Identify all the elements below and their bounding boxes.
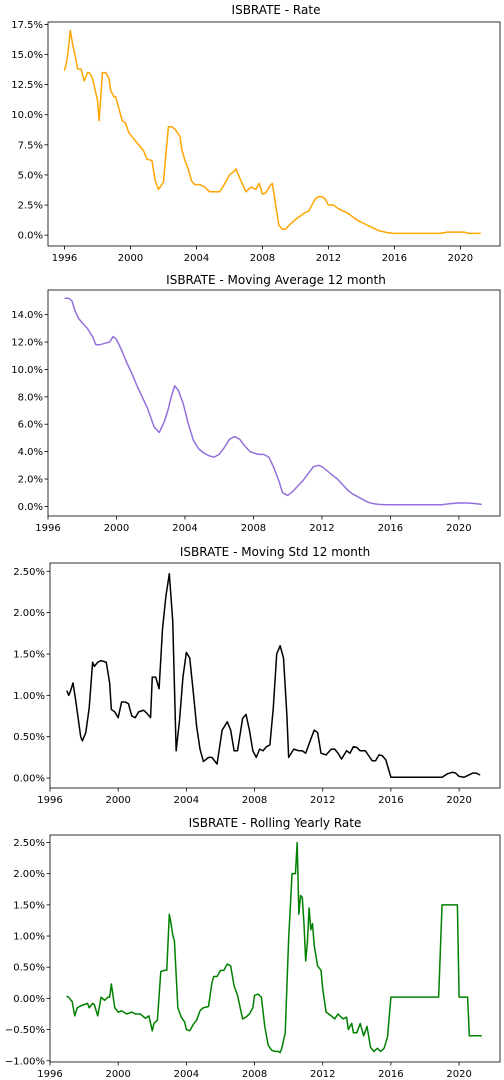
y-tick-label: 4.0% — [18, 447, 43, 458]
x-tick-label: 1996 — [37, 795, 62, 806]
y-tick-label: 5.0% — [18, 170, 43, 181]
y-tick-label: 7.5% — [18, 140, 43, 151]
x-tick-label: 2012 — [309, 523, 334, 534]
chart-title: ISBRATE - Moving Std 12 month — [180, 545, 370, 559]
x-tick-label: 2012 — [310, 1069, 335, 1080]
x-axis: 1996 2000 2004 2008 2012 2016 2020 — [37, 1062, 472, 1080]
x-tick-label: 2020 — [446, 1069, 471, 1080]
chart-rate: ISBRATE - Rate 0.0% 2.5% 5.0% 7.5% 10.0% 12.5… — [0, 0, 504, 270]
y-axis: 0.0% 2.0% 4.0% 6.0% 8.0% 10.0% 12.0% 14.0% — [11, 310, 48, 513]
series-line — [66, 841, 482, 1054]
chart-rolling-yearly: ISBRATE - Rolling Yearly Rate −1.00% −0.5… — [0, 810, 504, 1080]
x-tick-label: 2008 — [242, 795, 267, 806]
x-tick-label: 2000 — [105, 795, 130, 806]
x-tick-label: 1996 — [52, 253, 77, 264]
y-axis: 0.0% 2.5% 5.0% 7.5% 10.0% 12.5% 15.0% 17.5% — [11, 20, 48, 242]
chart-moving-std: ISBRATE - Moving Std 12 month 0.00% 0.50%… — [0, 540, 504, 810]
series-line — [64, 297, 482, 506]
y-tick-label: 2.00% — [13, 608, 45, 619]
chart-title: ISBRATE - Moving Average 12 month — [166, 273, 386, 287]
chart-title: ISBRATE - Rate — [232, 3, 321, 17]
y-tick-label: 8.0% — [18, 392, 43, 403]
chart-rolling-yearly-svg: ISBRATE - Rolling Yearly Rate −1.00% −0.5… — [5, 816, 501, 1080]
x-tick-label: 2012 — [316, 253, 341, 264]
x-tick-label: 2008 — [250, 253, 275, 264]
y-tick-label: 12.5% — [11, 80, 43, 91]
y-tick-label: 10.0% — [11, 110, 43, 121]
y-tick-label: 14.0% — [11, 310, 43, 321]
y-tick-label: 0.50% — [13, 732, 45, 743]
y-tick-label: 12.0% — [11, 338, 43, 349]
chart-moving-average-svg: ISBRATE - Moving Average 12 month 0.0% 2.… — [11, 273, 501, 534]
x-tick-label: 2016 — [378, 795, 403, 806]
x-tick-label: 1996 — [37, 1069, 62, 1080]
plot-frame — [49, 834, 501, 1063]
x-tick-label: 2008 — [242, 1069, 267, 1080]
y-tick-label: 2.5% — [18, 201, 43, 212]
x-tick-label: 2008 — [241, 523, 266, 534]
y-tick-label: 1.00% — [13, 691, 45, 702]
y-tick-label: 2.50% — [13, 567, 45, 578]
x-tick-label: 2016 — [382, 253, 407, 264]
x-tick-label: 2016 — [378, 523, 403, 534]
y-tick-label: 15.0% — [11, 50, 43, 61]
y-tick-label: 2.00% — [13, 869, 45, 880]
chart-moving-std-svg: ISBRATE - Moving Std 12 month 0.00% 0.50%… — [13, 545, 501, 806]
plot-frame — [49, 562, 501, 789]
y-tick-label: 2.50% — [13, 838, 45, 849]
x-tick-label: 2020 — [446, 795, 471, 806]
x-tick-label: 2016 — [378, 1069, 403, 1080]
y-tick-label: 1.50% — [13, 649, 45, 660]
x-tick-label: 2000 — [118, 253, 143, 264]
x-tick-label: 2004 — [174, 1069, 199, 1080]
y-tick-label: 2.0% — [18, 475, 43, 486]
x-tick-label: 2020 — [448, 253, 473, 264]
x-tick-label: 2004 — [172, 523, 197, 534]
x-axis: 1996 2000 2004 2008 2012 2016 2020 — [35, 516, 472, 534]
y-tick-label: 1.50% — [13, 900, 45, 911]
x-tick-label: 2020 — [446, 523, 471, 534]
y-tick-label: 17.5% — [11, 20, 43, 31]
y-tick-label: 10.0% — [11, 365, 43, 376]
x-tick-label: 2004 — [174, 795, 199, 806]
y-tick-label: 0.0% — [18, 231, 43, 242]
plot-frame — [47, 289, 501, 517]
series-line — [63, 29, 481, 235]
x-tick-label: 1996 — [35, 523, 60, 534]
y-tick-label: 0.00% — [13, 994, 45, 1005]
y-tick-label: 6.0% — [18, 420, 43, 431]
x-tick-label: 2000 — [105, 1069, 130, 1080]
x-axis: 1996 2000 2004 2008 2012 2016 2020 — [52, 246, 473, 264]
y-tick-label: 1.00% — [13, 932, 45, 943]
plot-frame — [47, 21, 501, 247]
series-line — [66, 573, 481, 778]
x-axis: 1996 2000 2004 2008 2012 2016 2020 — [37, 788, 472, 806]
y-tick-label: −0.50% — [5, 1025, 45, 1036]
x-tick-label: 2000 — [104, 523, 129, 534]
y-axis: −1.00% −0.50% 0.00% 0.50% 1.00% 1.50% 2.00% 2.5… — [5, 838, 50, 1067]
chart-title: ISBRATE - Rolling Yearly Rate — [189, 816, 362, 830]
chart-moving-average: ISBRATE - Moving Average 12 month 0.0% 2.… — [0, 270, 504, 540]
y-axis: 0.00% 0.50% 1.00% 1.50% 2.00% 2.50% — [13, 567, 50, 785]
chart-rate-svg: ISBRATE - Rate 0.0% 2.5% 5.0% 7.5% 10.0% 12.5… — [11, 3, 501, 264]
y-tick-label: 0.0% — [18, 502, 43, 513]
y-tick-label: 0.50% — [13, 963, 45, 974]
y-tick-label: −1.00% — [5, 1056, 45, 1067]
x-tick-label: 2012 — [310, 795, 335, 806]
y-tick-label: 0.00% — [13, 774, 45, 785]
x-tick-label: 2004 — [184, 253, 209, 264]
